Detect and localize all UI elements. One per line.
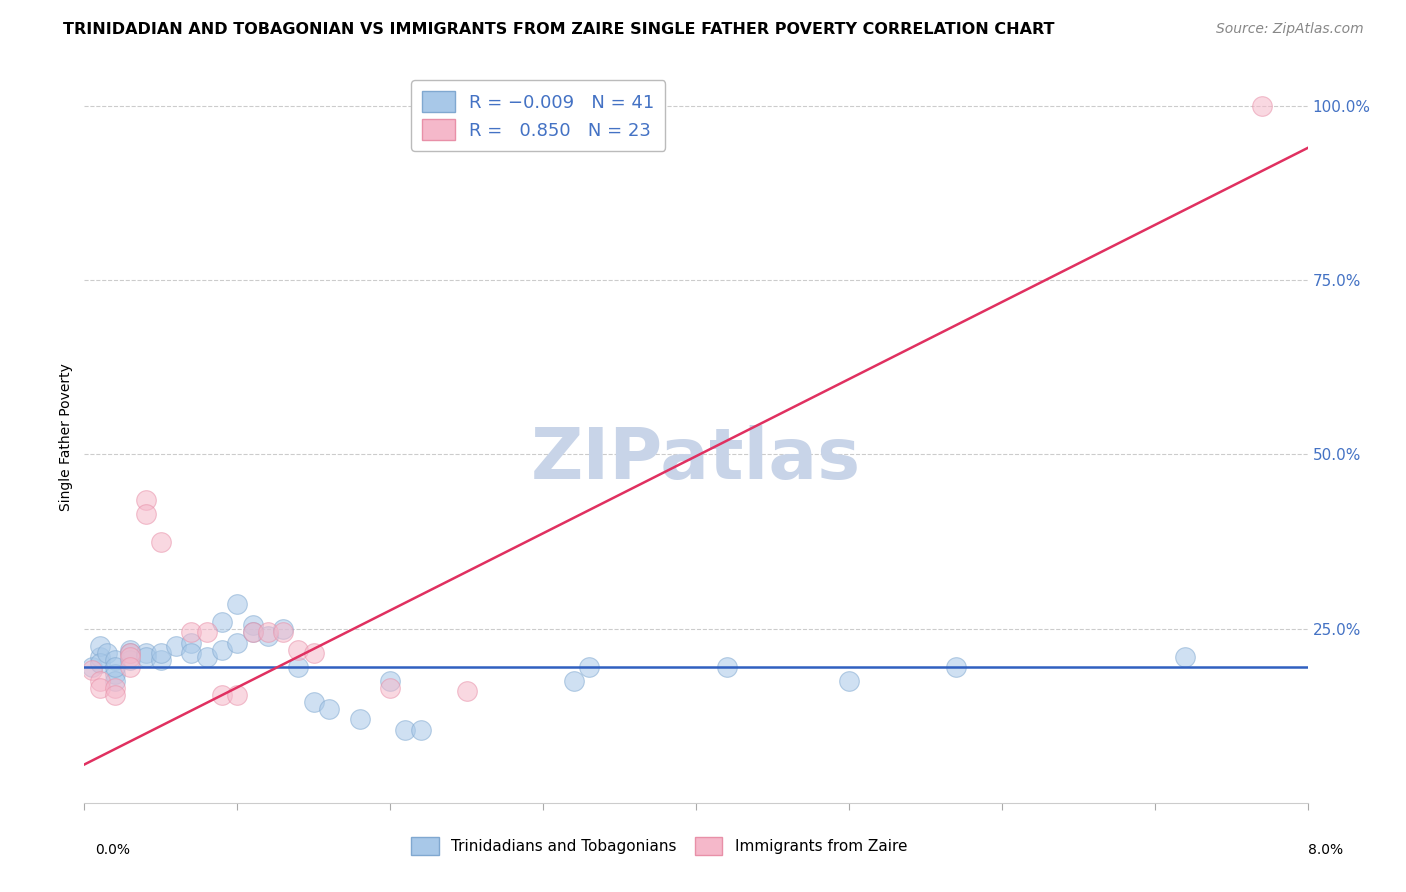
Point: [271, 622, 294, 636]
Text: 8.0%: 8.0%: [1308, 843, 1343, 857]
Point: [120, 646, 142, 660]
Point: [195, 649, 218, 664]
Legend: Trinidadians and Tobagonians, Immigrants from Zaire: Trinidadians and Tobagonians, Immigrants…: [405, 831, 914, 861]
Point: [257, 629, 280, 643]
Point: [716, 660, 738, 674]
Point: [135, 507, 157, 521]
Point: [104, 673, 127, 688]
Point: [302, 646, 325, 660]
Point: [165, 639, 187, 653]
Point: [104, 688, 127, 702]
Point: [578, 660, 600, 674]
Y-axis label: Single Father Poverty: Single Father Poverty: [59, 363, 73, 511]
Point: [80, 660, 103, 674]
Point: [89, 681, 111, 695]
Point: [409, 723, 432, 737]
Point: [380, 673, 402, 688]
Point: [287, 642, 309, 657]
Point: [242, 625, 264, 640]
Point: [104, 660, 127, 674]
Point: [120, 653, 142, 667]
Point: [180, 646, 202, 660]
Point: [242, 625, 264, 640]
Point: [318, 702, 340, 716]
Point: [104, 667, 127, 681]
Point: [271, 625, 294, 640]
Text: ZIPatlas: ZIPatlas: [531, 425, 860, 493]
Point: [135, 492, 157, 507]
Point: [96, 646, 118, 660]
Point: [1174, 649, 1197, 664]
Point: [226, 635, 249, 649]
Point: [135, 646, 157, 660]
Point: [349, 712, 371, 726]
Point: [562, 673, 585, 688]
Point: [120, 660, 142, 674]
Point: [945, 660, 967, 674]
Point: [287, 660, 309, 674]
Point: [394, 723, 416, 737]
Point: [1250, 99, 1272, 113]
Point: [80, 664, 103, 678]
Point: [149, 534, 172, 549]
Point: [104, 653, 127, 667]
Point: [89, 639, 111, 653]
Point: [104, 681, 127, 695]
Point: [149, 646, 172, 660]
Point: [149, 653, 172, 667]
Point: [211, 688, 233, 702]
Point: [120, 649, 142, 664]
Point: [135, 649, 157, 664]
Point: [120, 646, 142, 660]
Point: [89, 673, 111, 688]
Point: [180, 635, 202, 649]
Text: Source: ZipAtlas.com: Source: ZipAtlas.com: [1216, 22, 1364, 37]
Point: [89, 657, 111, 671]
Text: TRINIDADIAN AND TOBAGONIAN VS IMMIGRANTS FROM ZAIRE SINGLE FATHER POVERTY CORREL: TRINIDADIAN AND TOBAGONIAN VS IMMIGRANTS…: [63, 22, 1054, 37]
Point: [120, 642, 142, 657]
Point: [89, 649, 111, 664]
Text: 0.0%: 0.0%: [96, 843, 131, 857]
Point: [257, 625, 280, 640]
Point: [226, 597, 249, 611]
Point: [838, 673, 860, 688]
Point: [242, 618, 264, 632]
Point: [302, 695, 325, 709]
Point: [226, 688, 249, 702]
Point: [180, 625, 202, 640]
Point: [380, 681, 402, 695]
Point: [211, 642, 233, 657]
Point: [195, 625, 218, 640]
Point: [456, 684, 478, 698]
Point: [211, 615, 233, 629]
